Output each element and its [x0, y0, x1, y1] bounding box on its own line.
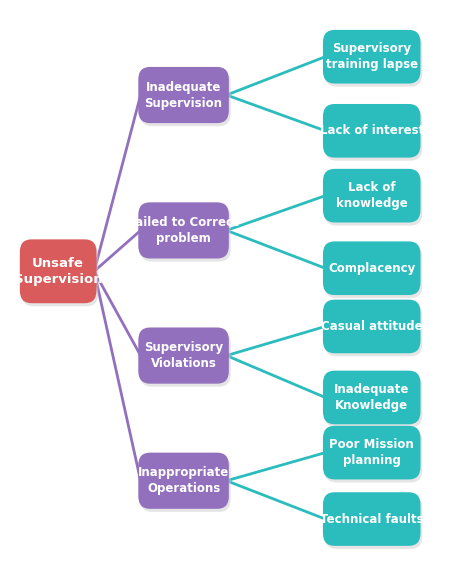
Text: Technical faults: Technical faults [320, 512, 424, 525]
FancyBboxPatch shape [323, 169, 420, 222]
Text: Complacency: Complacency [328, 262, 415, 275]
FancyBboxPatch shape [20, 239, 97, 303]
FancyBboxPatch shape [325, 303, 422, 356]
FancyBboxPatch shape [323, 492, 420, 546]
FancyBboxPatch shape [140, 455, 231, 512]
FancyBboxPatch shape [325, 495, 422, 549]
FancyBboxPatch shape [325, 33, 422, 87]
FancyBboxPatch shape [323, 104, 420, 158]
FancyBboxPatch shape [325, 172, 422, 226]
Text: Inadequate
Knowledge: Inadequate Knowledge [334, 383, 410, 412]
FancyBboxPatch shape [140, 330, 231, 387]
FancyBboxPatch shape [325, 107, 422, 160]
Text: Casual attitude: Casual attitude [321, 320, 422, 333]
FancyBboxPatch shape [140, 205, 231, 262]
FancyBboxPatch shape [323, 426, 420, 480]
FancyBboxPatch shape [140, 70, 231, 126]
Text: Inappropriate
Operations: Inappropriate Operations [138, 466, 229, 495]
FancyBboxPatch shape [138, 453, 229, 509]
FancyBboxPatch shape [138, 328, 229, 383]
FancyBboxPatch shape [323, 370, 420, 425]
FancyBboxPatch shape [323, 30, 420, 83]
FancyBboxPatch shape [325, 374, 422, 427]
FancyBboxPatch shape [325, 429, 422, 482]
Text: Poor Mission
planning: Poor Mission planning [329, 438, 414, 467]
Text: Supervisory
Violations: Supervisory Violations [144, 341, 223, 370]
FancyBboxPatch shape [325, 244, 422, 298]
Text: Unsafe
Supervision: Unsafe Supervision [14, 257, 102, 286]
FancyBboxPatch shape [323, 242, 420, 295]
Text: Inadequate
Supervision: Inadequate Supervision [145, 81, 223, 110]
FancyBboxPatch shape [138, 67, 229, 123]
FancyBboxPatch shape [22, 243, 98, 306]
FancyBboxPatch shape [323, 300, 420, 353]
Text: Lack of interest: Lack of interest [319, 124, 424, 137]
Text: Lack of
knowledge: Lack of knowledge [336, 181, 408, 210]
FancyBboxPatch shape [138, 202, 229, 258]
Text: Failed to Correct
problem: Failed to Correct problem [128, 216, 239, 245]
Text: Supervisory
training lapse: Supervisory training lapse [326, 42, 418, 71]
